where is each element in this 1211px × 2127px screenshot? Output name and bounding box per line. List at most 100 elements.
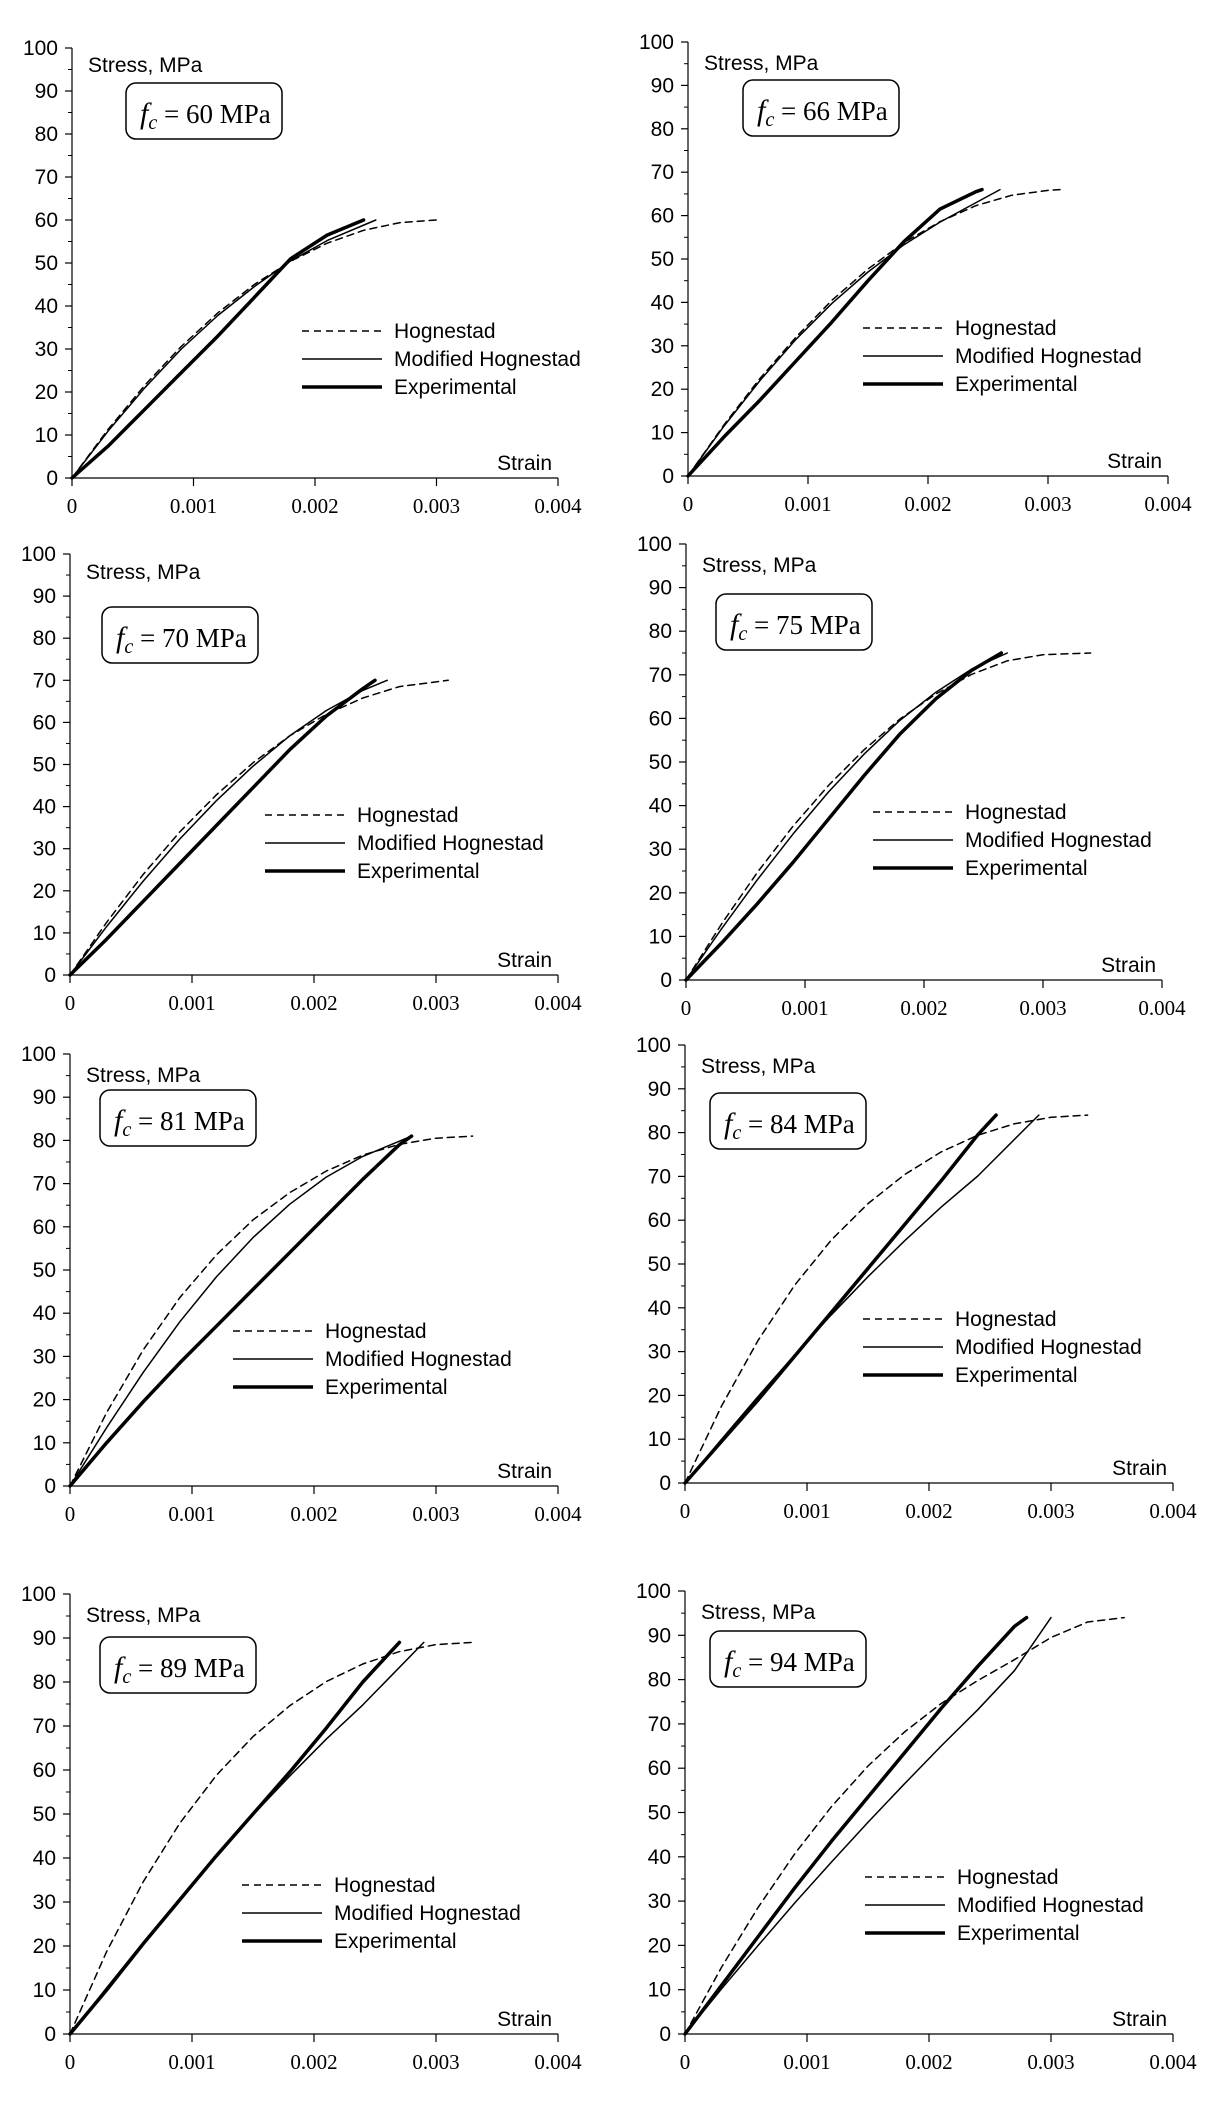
fc-label: fc = 81 MPa — [99, 1089, 257, 1147]
x-axis-label: Strain — [497, 2008, 552, 2031]
legend-label: Modified Hognestad — [325, 1348, 512, 1371]
y-tick-label: 100 — [23, 37, 58, 60]
legend: Hognestad Modified Hognestad Experimental — [302, 320, 581, 399]
x-tick-label: 0.002 — [900, 996, 947, 1020]
y-tick-label: 50 — [35, 252, 58, 275]
y-tick-label: 90 — [648, 1078, 671, 1101]
y-axis-label: Stress, MPa — [86, 1604, 201, 1627]
y-tick-label: 30 — [651, 335, 674, 358]
fc-subscript: c — [148, 112, 157, 134]
fc-label: fc = 84 MPa — [709, 1092, 867, 1150]
y-tick-label: 80 — [35, 123, 58, 146]
fc-unit: MPa — [194, 1653, 245, 1683]
fc-value: 60 — [186, 99, 213, 129]
y-tick-label: 70 — [33, 669, 56, 692]
y-tick-label: 40 — [33, 1847, 56, 1870]
fc-label-text: fc = 94 MPa — [724, 1645, 855, 1682]
fc-unit: MPa — [220, 99, 271, 129]
chart-panel-4: 0 10 20 30 40 50 60 70 80 90 100 0 0.001 0.002 0.003 0.… — [637, 533, 1186, 1020]
y-tick-label: 60 — [649, 707, 672, 730]
x-tick-label: 0.004 — [1138, 996, 1186, 1020]
fc-subscript: c — [122, 1119, 131, 1141]
x-axis-label: Strain — [497, 452, 552, 475]
fc-space — [187, 1106, 194, 1136]
y-tick-label: 0 — [662, 465, 674, 488]
y-tick-label: 100 — [21, 543, 56, 566]
x-tick-label: 0.003 — [1024, 492, 1071, 516]
x-tick-label: 0.004 — [1149, 1499, 1197, 1523]
y-tick-label: 50 — [33, 754, 56, 777]
y-tick-label: 30 — [35, 338, 58, 361]
fc-value: 75 — [776, 610, 803, 640]
y-tick-label: 30 — [33, 838, 56, 861]
legend-label: Modified Hognestad — [394, 348, 581, 371]
y-tick-label: 40 — [35, 295, 58, 318]
fc-unit: MPa — [837, 96, 888, 126]
y-tick-label: 50 — [33, 1803, 56, 1826]
legend-label: Experimental — [955, 373, 1078, 396]
legend-label: Experimental — [965, 857, 1088, 880]
legend: Hognestad Modified Hognestad Experimental — [873, 801, 1152, 880]
fc-label-box — [101, 606, 259, 664]
x-tick-label: 0 — [683, 492, 694, 516]
x-tick-label: 0.002 — [290, 2050, 337, 2074]
y-tick-label: 60 — [35, 209, 58, 232]
fc-label-box — [99, 1636, 257, 1694]
y-tick-label: 60 — [648, 1209, 671, 1232]
y-tick-label: 90 — [33, 1086, 56, 1109]
y-tick-label: 90 — [649, 577, 672, 600]
series-line-modified-hognestad — [685, 652, 1009, 981]
fc-space — [830, 96, 837, 126]
y-tick-label: 70 — [648, 1713, 671, 1736]
y-tick-label: 80 — [651, 118, 674, 141]
x-axis-label: Strain — [1112, 1457, 1167, 1480]
y-tick-label: 10 — [648, 1428, 671, 1451]
y-tick-label: 10 — [648, 1979, 671, 2002]
x-tick-label: 0.001 — [168, 1502, 215, 1526]
y-tick-label: 80 — [33, 627, 56, 650]
y-tick-label: 70 — [651, 161, 674, 184]
y-tick-label: 100 — [21, 1043, 56, 1066]
y-tick-label: 40 — [648, 1297, 671, 1320]
legend-label: Experimental — [325, 1376, 448, 1399]
x-tick-label: 0.002 — [290, 991, 337, 1015]
x-tick-label: 0.002 — [905, 2050, 952, 2074]
x-tick-label: 0.002 — [290, 1502, 337, 1526]
y-axis-label: Stress, MPa — [704, 52, 819, 75]
series-line-modified-hognestad — [69, 1135, 413, 1487]
y-tick-label: 10 — [33, 1432, 56, 1455]
fc-subscript: c — [124, 636, 133, 658]
fc-equals: = — [157, 99, 186, 129]
fc-subscript: c — [122, 1666, 131, 1688]
legend: Hognestad Modified Hognestad Experimental — [863, 1308, 1142, 1387]
x-tick-label: 0.001 — [783, 2050, 830, 2074]
fc-label-box — [709, 1630, 867, 1688]
y-tick-label: 70 — [649, 664, 672, 687]
legend: Hognestad Modified Hognestad Experimental — [265, 804, 544, 883]
fc-unit: MPa — [194, 1106, 245, 1136]
fc-label: fc = 75 MPa — [715, 593, 873, 651]
y-tick-label: 20 — [33, 880, 56, 903]
y-tick-label: 50 — [648, 1802, 671, 1825]
x-tick-label: 0.003 — [413, 494, 460, 518]
fc-space — [797, 1647, 804, 1677]
y-axis-label: Stress, MPa — [86, 1064, 201, 1087]
y-tick-label: 50 — [648, 1253, 671, 1276]
x-tick-label: 0 — [681, 996, 692, 1020]
y-tick-label: 50 — [651, 248, 674, 271]
fc-label-text: fc = 70 MPa — [116, 621, 247, 658]
fc-subscript: c — [765, 109, 774, 131]
fc-label-text: fc = 60 MPa — [140, 97, 271, 134]
series-line-hognestad — [687, 188, 1061, 477]
x-tick-label: 0.001 — [781, 996, 828, 1020]
x-axis-label: Strain — [1101, 954, 1156, 977]
y-axis-label: Stress, MPa — [88, 54, 203, 77]
fc-value: 66 — [803, 96, 830, 126]
x-tick-label: 0.004 — [534, 2050, 582, 2074]
x-axis-label: Strain — [497, 1460, 552, 1483]
series-line-modified-hognestad — [69, 679, 388, 976]
fc-label-text: fc = 89 MPa — [114, 1651, 245, 1688]
fc-value: 70 — [162, 623, 189, 653]
fc-label: fc = 89 MPa — [99, 1636, 257, 1694]
x-tick-label: 0.001 — [170, 494, 217, 518]
